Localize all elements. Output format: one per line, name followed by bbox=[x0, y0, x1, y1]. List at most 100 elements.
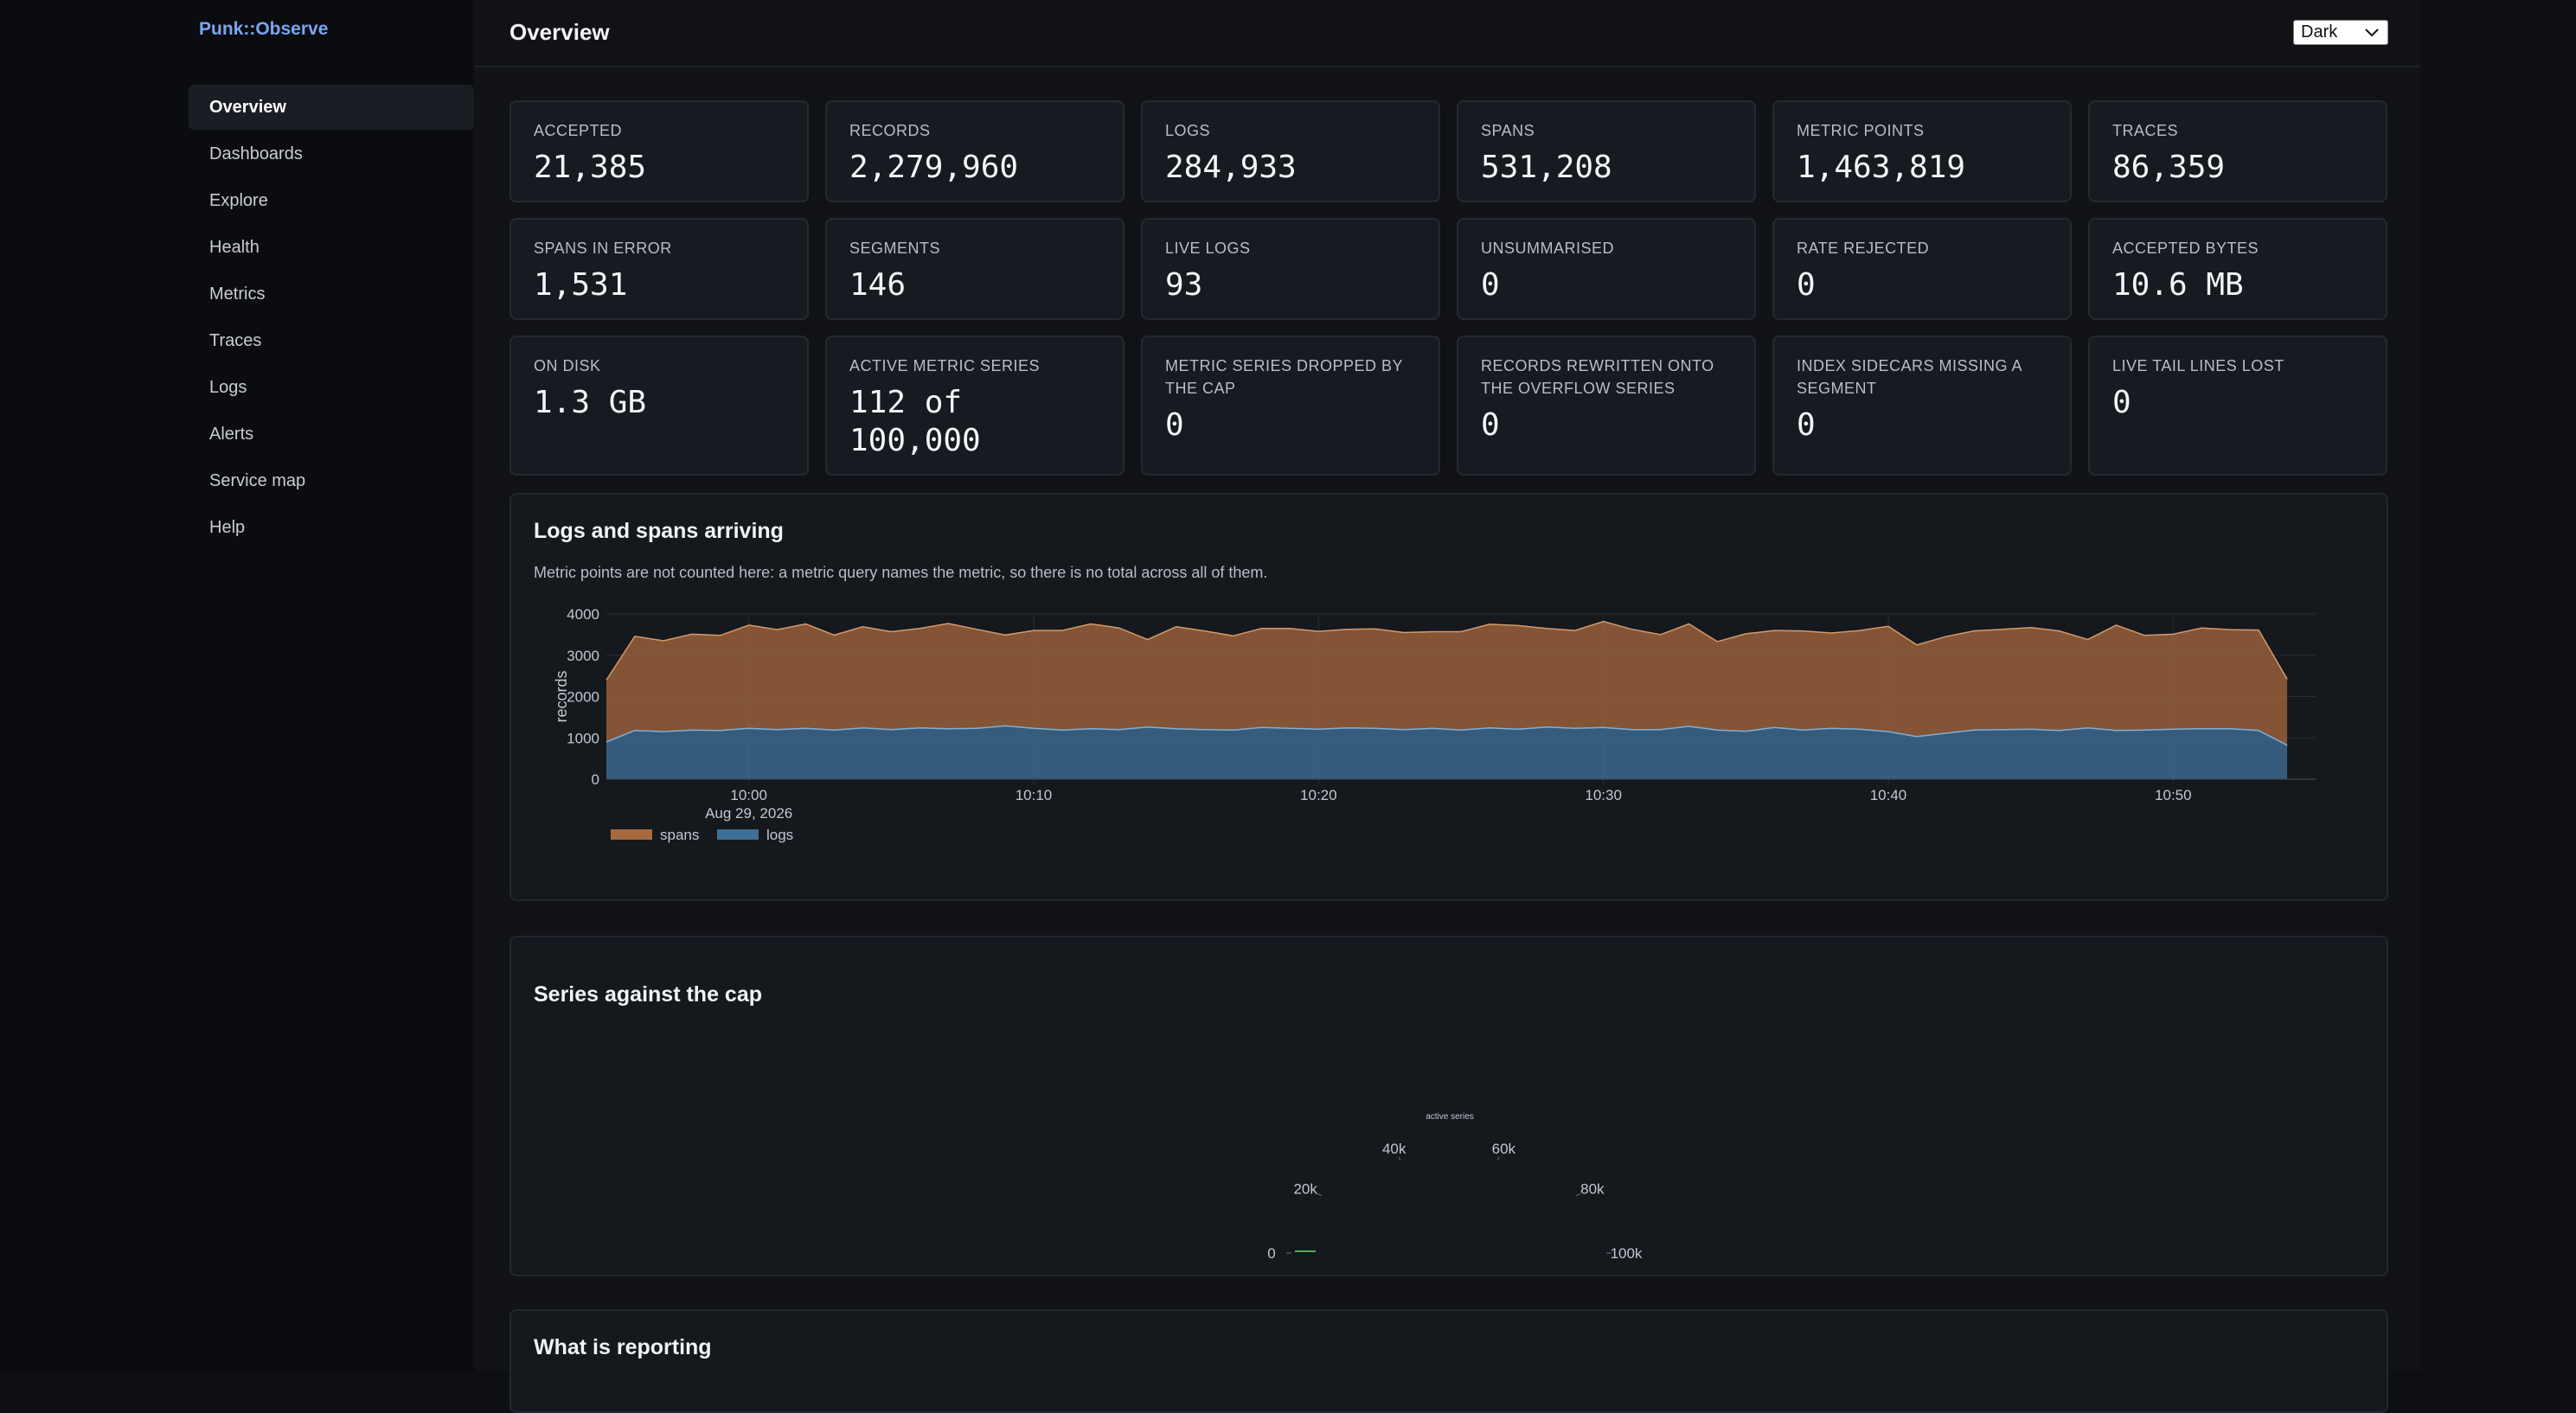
x-tick-label: 10:10 bbox=[1016, 787, 1053, 803]
sidebar-item-overview[interactable]: Overview bbox=[189, 85, 474, 130]
x-tick-label: 10:40 bbox=[1870, 787, 1907, 803]
gauge-tick-label: 60k bbox=[1492, 1141, 1516, 1157]
stat-card-live-logs: LIVE LOGS 93 bbox=[1141, 218, 1440, 320]
gauge-tick-label: 100k bbox=[1611, 1245, 1643, 1262]
stat-label: SEGMENTS bbox=[849, 240, 941, 257]
stat-label: LIVE LOGS bbox=[1165, 240, 1251, 257]
stat-label: SPANS IN ERROR bbox=[534, 240, 672, 257]
stat-label: ACCEPTED BYTES bbox=[2112, 240, 2259, 257]
sidebar-item-health[interactable]: Health bbox=[209, 237, 260, 257]
stat-card-metric-series-dropped: METRIC SERIES DROPPED BY THE CAP 0 bbox=[1141, 336, 1440, 476]
brand-logo[interactable]: Punk::Observe bbox=[199, 19, 329, 39]
gauge-tick bbox=[1576, 1193, 1581, 1197]
sidebar-item-dashboards[interactable]: Dashboards bbox=[209, 144, 303, 163]
gauge-tick bbox=[1496, 1156, 1500, 1160]
stat-card-traces: TRACES 86,359 bbox=[2088, 100, 2387, 202]
gauge-tick-label: 80k bbox=[1580, 1180, 1605, 1197]
sidebar-item-service-map[interactable]: Service map bbox=[209, 470, 306, 490]
arrival-panel-note: Metric points are not counted here: a me… bbox=[534, 564, 1268, 581]
stat-label: TRACES bbox=[2112, 122, 2179, 139]
y-tick-label: 2000 bbox=[567, 689, 599, 706]
stat-value: 146 bbox=[849, 267, 907, 303]
theme-select-value: Dark bbox=[2301, 22, 2338, 42]
sidebar: Punk::Observe Overview Dashboards Explor… bbox=[177, 0, 476, 1371]
arrival-panel: Logs and spans arriving Metric points ar… bbox=[509, 493, 2388, 901]
stat-card-metric-points: METRIC POINTS 1,463,819 bbox=[1772, 100, 2072, 202]
y-tick-label: 1000 bbox=[567, 730, 599, 746]
y-tick-label: 4000 bbox=[567, 607, 599, 623]
stat-label: RATE REJECTED bbox=[1797, 240, 1930, 257]
sidebar-item-traces[interactable]: Traces bbox=[209, 330, 262, 350]
stat-value: 0 bbox=[1481, 407, 1500, 443]
gauge-tick-label: 0 bbox=[1267, 1245, 1275, 1262]
stat-label: ACCEPTED bbox=[534, 122, 623, 139]
logs-spans-area-chart[interactable]: 0 1000 2000 3000 4000 10:00 10:10 10:20 10:30 10:… bbox=[511, 607, 2387, 892]
stat-card-active-metric-series: ACTIVE METRIC SERIES 112 of 100,000 bbox=[825, 336, 1125, 476]
stat-card-index-sidecars-missing: INDEX SIDECARS MISSING A SEGMENT 0 bbox=[1772, 336, 2072, 476]
x-tick-label: 10:00 bbox=[730, 787, 767, 803]
stat-value: 21,385 bbox=[534, 150, 647, 185]
stat-card-on-disk: ON DISK 1.3 GB bbox=[509, 336, 809, 476]
stat-card-accepted: ACCEPTED 21,385 bbox=[509, 100, 809, 202]
legend-swatch-logs bbox=[717, 829, 759, 840]
cap-panel: Series against the cap active series 0 20k… bbox=[509, 936, 2388, 1276]
stat-value: 0 bbox=[1165, 407, 1184, 443]
stat-label: SPANS bbox=[1481, 122, 1535, 139]
stat-value: 0 bbox=[1797, 407, 1816, 443]
gauge-tick bbox=[1398, 1156, 1401, 1160]
logs-area bbox=[606, 726, 2288, 779]
y-axis-label: records bbox=[553, 670, 570, 722]
stat-value: 1.3 GB bbox=[534, 385, 647, 420]
stat-value: 0 bbox=[2112, 385, 2131, 420]
stat-label: RECORDS REWRITTEN ONTO THE OVERFLOW SERI… bbox=[1481, 357, 1714, 397]
theme-select[interactable]: Dark bbox=[2293, 20, 2388, 45]
stat-label: METRIC SERIES DROPPED BY THE CAP bbox=[1165, 357, 1403, 397]
window-frame-left bbox=[0, 0, 178, 1371]
gauge-title: active series bbox=[1426, 1112, 1474, 1122]
legend-swatch-spans bbox=[611, 829, 652, 840]
sidebar-item-explore[interactable]: Explore bbox=[209, 190, 268, 210]
x-tick-label: 10:50 bbox=[2155, 787, 2192, 803]
y-tick-label: 3000 bbox=[567, 648, 599, 664]
reporting-panel: What is reporting bbox=[509, 1309, 2388, 1413]
chevron-down-icon bbox=[2365, 28, 2379, 36]
window-frame-right bbox=[2420, 0, 2576, 1371]
stat-card-segments: SEGMENTS 146 bbox=[825, 218, 1125, 320]
sidebar-item-alerts[interactable]: Alerts bbox=[209, 424, 254, 444]
stat-label: ACTIVE METRIC SERIES bbox=[849, 357, 1041, 374]
stat-label: LIVE TAIL LINES LOST bbox=[2112, 357, 2284, 374]
gauge-tick-label: 20k bbox=[1293, 1180, 1317, 1197]
x-tick-label: 10:20 bbox=[1300, 787, 1337, 803]
stat-card-records: RECORDS 2,279,960 bbox=[825, 100, 1125, 202]
stat-value: 1,463,819 bbox=[1797, 150, 1966, 185]
stat-label: RECORDS bbox=[849, 122, 931, 139]
stat-value: 1,531 bbox=[534, 267, 628, 303]
arrival-panel-title: Logs and spans arriving bbox=[534, 519, 784, 543]
stat-card-rate-rejected: RATE REJECTED 0 bbox=[1772, 218, 2072, 320]
sidebar-nav: Overview Dashboards Explore Health Metri… bbox=[189, 85, 474, 552]
gauge-tick bbox=[1317, 1193, 1322, 1197]
page-title: Overview bbox=[509, 19, 610, 45]
stat-label: ON DISK bbox=[534, 357, 601, 374]
sidebar-item-logs[interactable]: Logs bbox=[209, 377, 247, 397]
top-bar: Overview Dark bbox=[474, 0, 2420, 67]
stat-value: 93 bbox=[1165, 267, 1203, 303]
stat-value: 112 of 100,000 bbox=[849, 385, 981, 458]
stat-label: LOGS bbox=[1165, 122, 1211, 139]
stat-value: 86,359 bbox=[2112, 150, 2226, 185]
stat-label: UNSUMMARISED bbox=[1481, 240, 1615, 257]
cap-panel-title: Series against the cap bbox=[534, 982, 763, 1007]
series-cap-gauge[interactable]: active series 0 20k 40k 60k 80k 100k bbox=[511, 1007, 2387, 1266]
legend-label-logs: logs bbox=[766, 827, 793, 843]
sidebar-item-help[interactable]: Help bbox=[209, 517, 246, 537]
logs-line bbox=[606, 725, 2288, 746]
stat-card-records-rewritten: RECORDS REWRITTEN ONTO THE OVERFLOW SERI… bbox=[1457, 336, 1756, 476]
stat-label: INDEX SIDECARS MISSING A SEGMENT bbox=[1797, 357, 2022, 397]
stat-label: METRIC POINTS bbox=[1797, 122, 1925, 139]
sidebar-item-metrics[interactable]: Metrics bbox=[209, 284, 266, 304]
gauge-tick-label: 40k bbox=[1382, 1141, 1407, 1157]
stat-value: 10.6 MB bbox=[2112, 267, 2244, 303]
spans-line bbox=[606, 620, 2288, 681]
stat-card-accepted-bytes: ACCEPTED BYTES 10.6 MB bbox=[2088, 218, 2387, 320]
stat-value: 284,933 bbox=[1165, 150, 1297, 185]
